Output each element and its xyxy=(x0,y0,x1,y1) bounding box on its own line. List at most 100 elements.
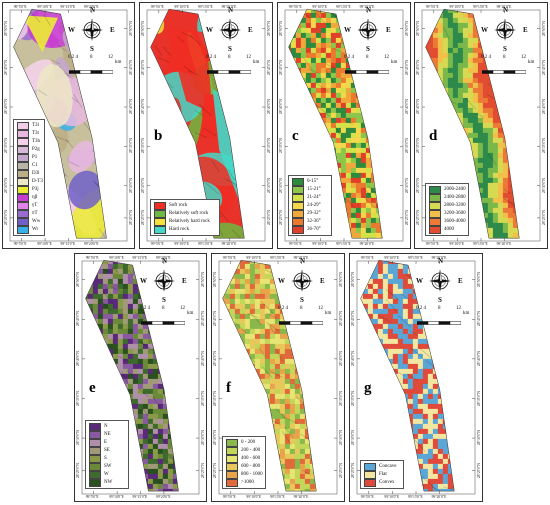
lat-label-5: 28°30'0"N xyxy=(542,177,546,193)
map-panel-f: 99°5'0"E 99°5'0"E 99°10'0"E 99°10'0"E 99°15'… xyxy=(211,253,345,502)
lat-label-2: 28°45'0"N xyxy=(477,311,481,327)
legend-item: T3t xyxy=(17,130,41,138)
lat-label-1: 28°50'0"N xyxy=(477,271,481,287)
legend-label: 2800-3200 xyxy=(444,203,466,208)
lat-label-5: 28°30'0"N xyxy=(76,430,80,446)
legend-swatch xyxy=(89,471,101,479)
lat-label-3: 28°40'0"N xyxy=(477,350,481,367)
legend-swatch xyxy=(292,226,304,234)
legend-item: Flat xyxy=(364,471,400,479)
scale-bar xyxy=(416,312,462,325)
lat-label-3: 28°40'0"N xyxy=(213,350,217,367)
legend-f: 0 - 200 200 - 400 400 - 600 600 - 800 800 - … xyxy=(222,436,266,489)
legend-item: W xyxy=(89,471,125,479)
lon-label-3: 99°15'0"E xyxy=(132,495,148,499)
lat-label-1: 28°50'0"N xyxy=(141,20,145,36)
legend-swatch xyxy=(154,226,166,234)
map-panel-d: 99°5'0"E 99°5'0"E 99°10'0"E 99°10'0"E 99°15'… xyxy=(414,2,548,249)
lon-label-3: 99°15'0"E xyxy=(60,5,76,9)
compass-s-label: S xyxy=(503,45,507,53)
panel-label-e: e xyxy=(89,380,96,396)
legend-swatch xyxy=(17,122,29,130)
legend-item: Hard rock xyxy=(154,226,216,234)
lat-label-3: 28°40'0"N xyxy=(405,99,409,115)
lat-label-2: 28°45'0"N xyxy=(339,311,343,327)
legend-label: Wr xyxy=(32,227,39,232)
compass-s-label: S xyxy=(300,296,304,304)
lat-label-2: 28°45'0"N xyxy=(76,311,80,327)
compass-s-label: S xyxy=(162,296,166,304)
lat-label-1: 28°50'0"N xyxy=(201,271,205,287)
legend-item: 0-15° xyxy=(292,178,328,186)
panel-label-c: c xyxy=(292,128,299,144)
legend-swatch xyxy=(89,455,101,463)
legend-swatch xyxy=(17,210,29,218)
legend-item: 4000 xyxy=(429,226,465,234)
lon-label-4: 99°20'0"E xyxy=(431,495,447,499)
scale-bar xyxy=(140,312,186,325)
lon-label-1: 99°5'0"E xyxy=(13,242,27,246)
lon-label-4: 99°20'0"E xyxy=(221,5,237,9)
scale-bar xyxy=(481,61,527,74)
legend-swatch xyxy=(154,210,166,218)
legend-item: P3j xyxy=(17,186,41,194)
compass-w-label: W xyxy=(344,26,351,34)
lat-label-4: 28°35'0"N xyxy=(542,138,546,154)
legend-item: >1000 xyxy=(226,479,262,487)
legend-item: 21-24° xyxy=(292,194,328,202)
scale-tick-end: 12 xyxy=(456,306,461,311)
legend-swatch xyxy=(292,218,304,226)
lon-label-2: 99°10'0"E xyxy=(174,242,190,246)
legend-e: N NE E SE S SW W NW xyxy=(85,420,129,489)
lat-label-5: 28°30'0"N xyxy=(141,177,145,193)
scale-tick-mid: 8 xyxy=(90,55,93,60)
legend-swatch xyxy=(17,154,29,162)
legend-swatch xyxy=(17,194,29,202)
lat-label-6: 28°25'0"N xyxy=(351,462,355,478)
lat-label-1: 28°50'0"N xyxy=(405,20,409,36)
lat-label-6: 28°25'0"N xyxy=(141,209,145,226)
lon-label-1: 99°5'0"E xyxy=(360,495,374,499)
map-canvas-f xyxy=(218,259,338,495)
legend-label: 36-70° xyxy=(307,227,321,232)
legend-label: W xyxy=(104,472,109,477)
lat-label-5: 28°30'0"N xyxy=(4,177,8,193)
lon-label-2: 99°10'0"E xyxy=(246,495,262,499)
legend-item: 2400-2800 xyxy=(429,194,466,202)
scale-tick-labels: 0 2 4 xyxy=(481,55,491,60)
legend-item: 15-21° xyxy=(292,186,328,194)
scale-tick-end: 12 xyxy=(318,306,323,311)
legend-item: Concave xyxy=(364,463,400,471)
lon-label-2: 99°10'0"E xyxy=(384,495,400,499)
legend-label: >1000 xyxy=(241,480,254,485)
lat-label-6: 28°25'0"N xyxy=(4,209,8,226)
panel-label-d: d xyxy=(429,128,438,144)
legend-label: NW xyxy=(104,480,113,485)
legend-swatch xyxy=(17,202,29,210)
legend-swatch xyxy=(17,130,29,138)
lat-label-2: 28°45'0"N xyxy=(416,59,420,75)
lon-label-1: 99°5'0"E xyxy=(288,5,302,9)
panel-label-b: b xyxy=(154,128,163,144)
legend-swatch xyxy=(292,202,304,210)
lon-label-4: 99°20'0"E xyxy=(83,242,99,246)
legend-label: ηβ xyxy=(32,195,38,200)
lat-label-2: 28°45'0"N xyxy=(4,59,8,75)
lat-label-4: 28°35'0"N xyxy=(267,138,271,154)
lat-label-1: 28°50'0"N xyxy=(213,271,217,287)
legend-label: 200 - 400 xyxy=(241,448,261,453)
legend-label: Flat xyxy=(379,472,387,477)
lat-label-1: 28°50'0"N xyxy=(416,20,420,36)
scale-unit: km xyxy=(528,60,535,65)
scale-tick-end: 12 xyxy=(108,55,113,60)
lat-label-1: 28°50'0"N xyxy=(351,271,355,287)
legend-swatch xyxy=(364,471,376,479)
scale-bar xyxy=(68,61,114,74)
legend-item: D-T3 xyxy=(17,178,43,186)
legend-label: 2400-2800 xyxy=(444,195,466,200)
lon-label-2: 99°10'0"E xyxy=(312,242,328,246)
legend-item: 2800-3200 xyxy=(429,202,466,210)
lat-label-1: 28°50'0"N xyxy=(279,20,283,36)
scale-tick-end: 12 xyxy=(180,306,185,311)
lat-label-6: 28°25'0"N xyxy=(416,209,420,226)
